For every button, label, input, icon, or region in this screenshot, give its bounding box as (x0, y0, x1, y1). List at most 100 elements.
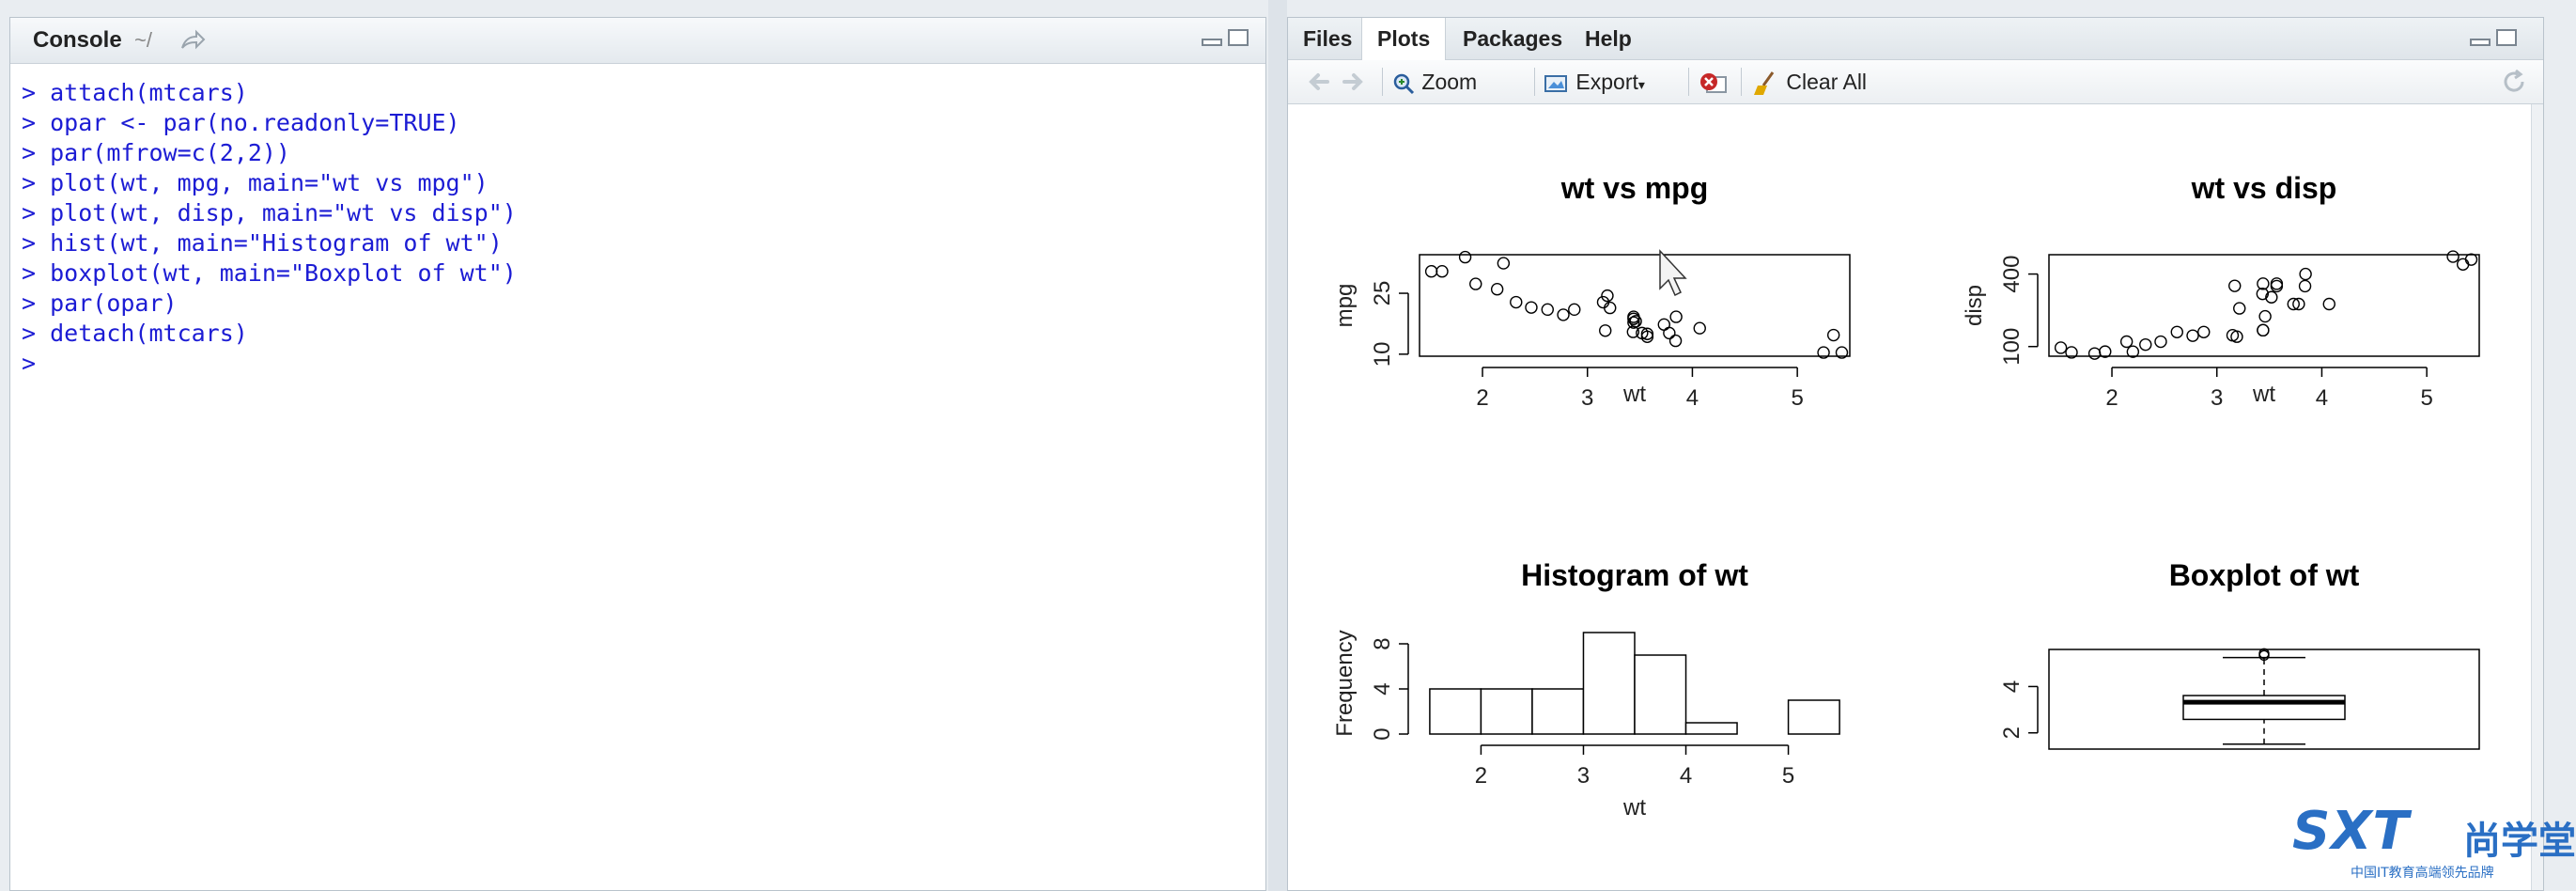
zoom-button[interactable]: Zoom (1391, 68, 1477, 96)
data-point (2154, 335, 2167, 349)
pane-splitter[interactable] (1268, 0, 1287, 891)
plot-viewer[interactable]: wt vs mpg 2 3 4 5 wt 10 25 mpg wt vs disp 2 3 4 5 wt 10… (1288, 104, 2543, 890)
data-point (2270, 277, 2284, 290)
chart-title: Histogram of wt (1521, 558, 1748, 592)
console-prompt: > (22, 320, 51, 347)
plots-toolbar: Zoom Export▾ Clear All (1288, 60, 2543, 104)
y-tick-label: 0 (1370, 727, 1395, 740)
data-point (2456, 258, 2470, 271)
y-tick-label: 8 (1370, 637, 1395, 649)
box (2182, 695, 2346, 721)
data-point (1629, 315, 1642, 328)
console-line: > hist(wt, main="Histogram of wt") (22, 228, 1265, 258)
data-point (2119, 335, 2134, 349)
console-prompt: > (22, 259, 51, 287)
chevron-down-icon: ▾ (1637, 77, 1645, 92)
data-point (1525, 301, 1538, 314)
data-point (1424, 265, 1438, 278)
toolbar-divider (1741, 68, 1742, 96)
x-tick-label: 3 (1581, 385, 1593, 411)
console-command: hist(wt, main="Histogram of wt") (50, 229, 503, 257)
forward-arrow-icon[interactable] (1341, 68, 1369, 96)
histogram-bar (1531, 688, 1585, 735)
data-point (2287, 297, 2300, 311)
export-label: Export (1575, 70, 1638, 94)
data-point (1435, 265, 1449, 278)
zoom-label: Zoom (1421, 70, 1478, 94)
minimize-icon[interactable] (1202, 39, 1222, 46)
maximize-icon[interactable] (2496, 29, 2517, 46)
y-axis-label: mpg (1332, 284, 1358, 328)
y-tick-label: 4 (1370, 682, 1395, 695)
tab-plots[interactable]: Plots (1361, 18, 1447, 60)
data-point (2258, 309, 2272, 323)
data-point (1669, 310, 1683, 323)
console-command: par(opar) (50, 289, 178, 317)
histogram-bar (1787, 699, 1840, 735)
data-point (1568, 303, 1581, 317)
data-point (2256, 287, 2270, 301)
histogram-bar (1429, 688, 1482, 735)
data-point (1693, 321, 1706, 335)
console-command: boxplot(wt, main="Boxplot of wt") (50, 259, 517, 287)
mouse-cursor-icon (1659, 249, 1687, 297)
minimize-icon[interactable] (2470, 39, 2491, 46)
console-prompt: > (22, 109, 51, 136)
console-command: detach(mtcars) (50, 320, 248, 347)
maximize-icon[interactable] (1228, 29, 1249, 46)
histogram-bar (1634, 654, 1687, 735)
x-tick-label: 4 (1686, 385, 1699, 411)
console-header: Console ~/ (10, 18, 1265, 64)
data-point (2233, 302, 2246, 315)
data-point (2139, 337, 2152, 352)
clear-all-button[interactable]: Clear All (1752, 68, 1867, 96)
data-point (2298, 279, 2312, 293)
console-window-buttons (1196, 29, 1249, 50)
plot-scrollbar[interactable] (2531, 104, 2543, 890)
navigate-to-directory-icon[interactable] (179, 29, 206, 55)
tab-packages[interactable]: Packages (1463, 26, 1563, 51)
console-line: > detach(mtcars) (22, 319, 1265, 349)
data-point (1599, 324, 1612, 337)
console-prompt: > (22, 350, 51, 377)
plot-frame (1419, 254, 1851, 357)
console-output[interactable]: > attach(mtcars) > opar <- par(no.readonl… (10, 65, 1265, 890)
y-tick-label: 2 (1999, 727, 2025, 739)
remove-plot-button[interactable] (1698, 68, 1730, 96)
console-line: > attach(mtcars) (22, 78, 1265, 108)
data-point (1497, 257, 1511, 270)
histogram-bar (1684, 722, 1738, 735)
x-tick-label: 4 (2316, 385, 2328, 411)
console-path[interactable]: ~/ (134, 28, 152, 52)
data-point (1458, 250, 1472, 264)
data-point (2270, 279, 2284, 293)
plot-frame (2048, 254, 2480, 357)
x-axis-label: wt (1622, 382, 1646, 407)
tab-help[interactable]: Help (1585, 26, 1632, 51)
console-line: > (22, 349, 1265, 379)
data-point (2126, 345, 2140, 358)
y-tick-label: 10 (1370, 341, 1395, 367)
data-point (1657, 318, 1670, 332)
export-button[interactable]: Export▾ (1544, 68, 1645, 96)
data-point (1826, 328, 1840, 342)
y-tick-label: 100 (1999, 328, 2025, 366)
data-point (2464, 253, 2478, 266)
data-point (2197, 325, 2211, 338)
histogram-bar (1582, 632, 1636, 735)
data-point (2446, 250, 2460, 263)
data-point (2228, 279, 2242, 292)
tab-files[interactable]: Files (1303, 26, 1353, 51)
refresh-icon[interactable] (2500, 68, 2528, 96)
logo-wordmark: SXT (2292, 801, 2410, 862)
x-tick-label: 5 (1791, 385, 1803, 411)
console-prompt: > (22, 169, 51, 196)
chart-title: wt vs mpg (1560, 171, 1708, 205)
clear-all-label: Clear All (1786, 70, 1868, 94)
data-point (2299, 267, 2312, 281)
console-command: plot(wt, mpg, main="wt vs mpg") (50, 169, 489, 196)
console-prompt: > (22, 79, 51, 106)
data-point (1640, 330, 1654, 343)
back-arrow-icon[interactable] (1303, 68, 1331, 96)
